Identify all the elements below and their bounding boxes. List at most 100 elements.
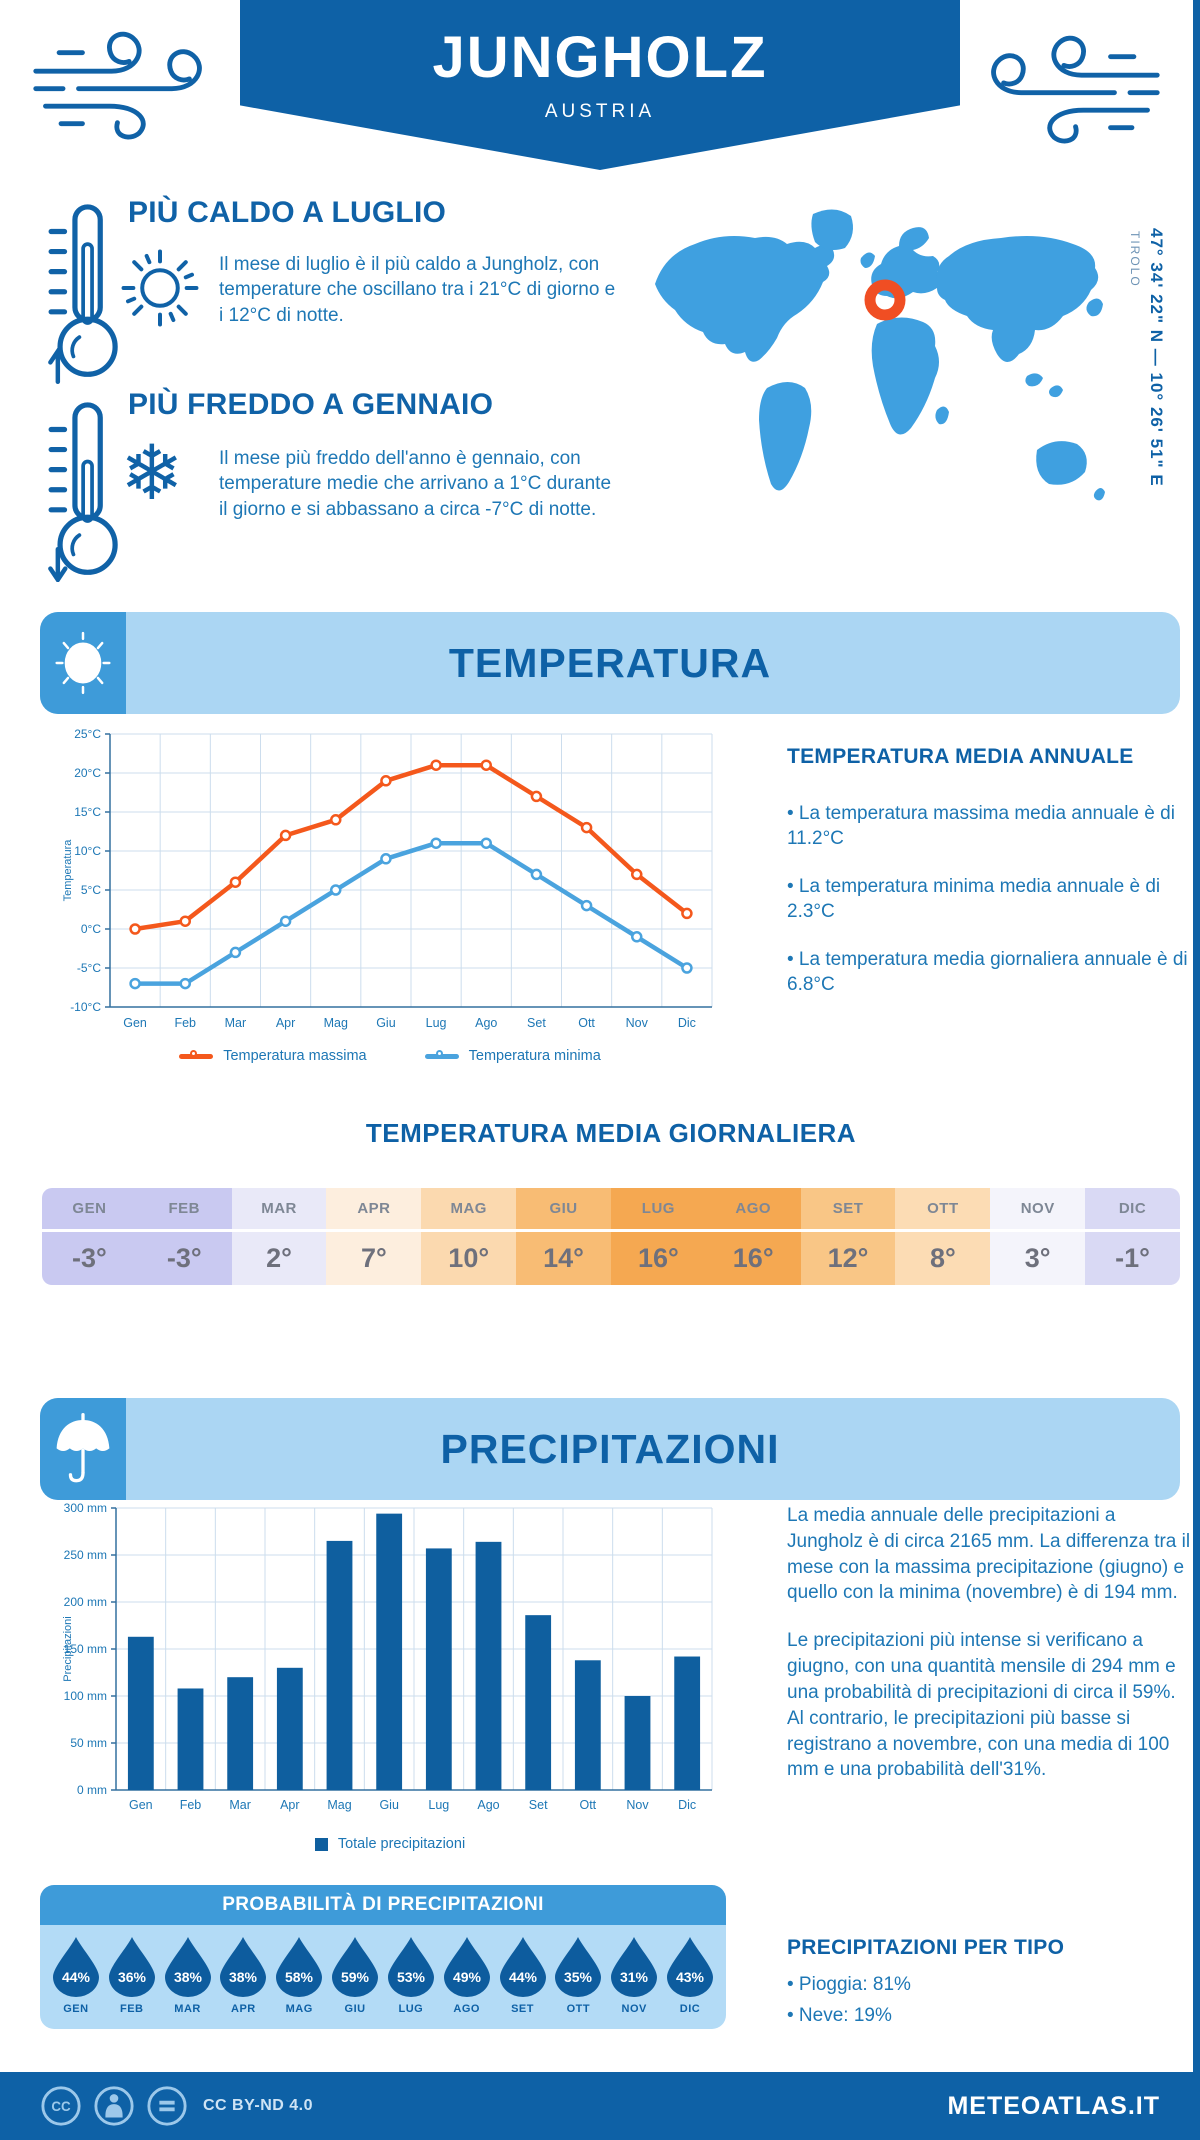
cold-section-text: Il mese più freddo dell'anno è gennaio, …: [219, 448, 612, 520]
raindrop-icon: 44%: [52, 1937, 99, 1997]
svg-text:44%: 44%: [62, 1969, 91, 1985]
table-temperature-value: 12°: [827, 1243, 869, 1273]
probability-month-label: SET: [511, 2003, 534, 2015]
cc-by-icon: [94, 2086, 134, 2126]
raindrop-icon: 59%: [332, 1937, 379, 1997]
svg-text:Set: Set: [529, 1798, 548, 1812]
probability-cell: 44% GEN: [48, 1935, 104, 2015]
precipitation-probability-box: PROBABILITÀ DI PRECIPITAZIONI 44% GEN 36% F…: [40, 1885, 726, 2029]
svg-text:Dic: Dic: [678, 1016, 696, 1030]
precipitation-by-type-block: PRECIPITAZIONI PER TIPO • Pioggia: 81% • …: [787, 1936, 1187, 2036]
svg-text:36%: 36%: [118, 1969, 147, 1985]
table-month-header: FEB: [136, 1188, 232, 1232]
region-label: TIROLO: [1128, 231, 1142, 288]
precipitation-chart-legend: Totale precipitazioni: [60, 1836, 720, 1852]
svg-text:35%: 35%: [564, 1969, 593, 1985]
table-month-column: NOV 3°: [990, 1188, 1086, 1285]
brand-label: METEOATLAS.IT: [947, 2091, 1160, 2120]
wind-icon: [991, 35, 1160, 144]
legend-label: Temperatura minima: [468, 1048, 601, 1064]
table-temperature-value: 8°: [929, 1243, 956, 1273]
svg-text:Mag: Mag: [324, 1016, 348, 1030]
table-month-column: APR 7°: [326, 1188, 422, 1285]
thermometer-up-icon: [48, 204, 118, 384]
svg-text:Mar: Mar: [225, 1016, 247, 1030]
bullet-text: La media annuale delle precipitazioni a …: [787, 1505, 1191, 1604]
svg-text:Lug: Lug: [426, 1016, 447, 1030]
snowflake-icon: ❄: [120, 431, 184, 516]
table-temperature-value: -1°: [1115, 1243, 1150, 1273]
svg-text:300 mm: 300 mm: [64, 1501, 107, 1515]
precipitation-summary: La media annuale delle precipitazioni a …: [787, 1503, 1191, 1805]
table-month-column: FEB -3°: [136, 1188, 232, 1285]
raindrop-icon: 58%: [276, 1937, 323, 1997]
table-temperature-value: -3°: [166, 1243, 202, 1273]
sun-icon: [121, 249, 199, 327]
probability-cell: 31% NOV: [606, 1935, 662, 2015]
svg-text:Precipitazioni: Precipitazioni: [62, 1616, 74, 1681]
warm-section-title: PIÙ CALDO A LUGLIO: [128, 196, 447, 229]
page-title: JUNGHOLZ: [432, 25, 768, 90]
table-temperature-value: 16°: [637, 1243, 679, 1273]
header-banner: JUNGHOLZ AUSTRIA: [240, 0, 960, 170]
raindrop-icon: 43%: [667, 1937, 714, 1997]
coordinates-label: 47° 34' 22" N — 10° 26' 51" E: [1147, 228, 1166, 487]
probability-cell: 59% GIU: [327, 1935, 383, 2015]
svg-text:58%: 58%: [285, 1969, 314, 1985]
table-temperature-value: 10°: [448, 1243, 490, 1273]
svg-text:Nov: Nov: [626, 1016, 649, 1030]
svg-text:44%: 44%: [509, 1969, 538, 1985]
table-month-header: AGO: [705, 1188, 801, 1232]
raindrop-icon: 53%: [387, 1937, 434, 1997]
table-month-header: NOV: [990, 1188, 1086, 1232]
table-temperature-value: 14°: [543, 1243, 584, 1273]
probability-month-label: MAR: [174, 2003, 201, 2015]
precipitation-bar-chart-svg: 0 mm 50 mm 100 mm 150 mm 200 mm 250 mm 300 mm G…: [62, 1501, 713, 1812]
sun-icon: [40, 612, 126, 714]
svg-text:0°C: 0°C: [81, 922, 101, 936]
legend-label: Temperatura massima: [223, 1048, 367, 1064]
raindrop-icon: 49%: [443, 1937, 490, 1997]
svg-text:43%: 43%: [676, 1969, 705, 1985]
raindrop-icon: 31%: [611, 1937, 658, 1997]
table-month-column: MAG 10°: [421, 1188, 517, 1285]
by-type-title: PRECIPITAZIONI PER TIPO: [787, 1936, 1065, 1959]
probability-month-label: MAG: [285, 2003, 313, 2015]
svg-text:Temperatura: Temperatura: [62, 839, 74, 902]
probability-month-label: APR: [231, 2003, 256, 2015]
cc-nd-icon: [147, 2086, 187, 2126]
table-month-header: OTT: [895, 1188, 991, 1232]
svg-text:Nov: Nov: [626, 1798, 649, 1812]
svg-text:53%: 53%: [397, 1969, 426, 1985]
right-edge-border: [1193, 0, 1200, 2140]
svg-text:Set: Set: [527, 1016, 546, 1030]
raindrop-icon: 38%: [164, 1937, 211, 1997]
probability-month-label: FEB: [119, 2003, 144, 2015]
temperature-banner-title: TEMPERATURA: [448, 639, 772, 686]
probability-drops: 44% GEN 36% FEB 38% MAR 38% APR 58% MAG 59% GIU 53% L…: [40, 1925, 726, 2029]
table-month-column: MAR 2°: [231, 1188, 327, 1285]
svg-text:15°C: 15°C: [74, 805, 101, 819]
cold-section-title: PIÙ FREDDO A GENNAIO: [128, 388, 494, 421]
table-month-column: DIC -1°: [1085, 1188, 1180, 1285]
bullet-text: • La temperatura minima media annuale è …: [787, 876, 1161, 923]
svg-text:CC: CC: [51, 2099, 71, 2114]
legend-item: Temperatura minima: [424, 1048, 601, 1064]
table-temperature-value: 16°: [732, 1243, 774, 1273]
raindrop-icon: 44%: [499, 1937, 546, 1997]
svg-text:Ott: Ott: [578, 1016, 595, 1030]
table-temperature-value: -3°: [72, 1243, 107, 1273]
footer: CC CC BY-ND 4.0 METEOATLAS.IT: [0, 2072, 1200, 2140]
cc-license-icons: CC: [40, 2085, 188, 2127]
table-month-column: OTT 8°: [895, 1188, 991, 1285]
svg-text:Ott: Ott: [579, 1798, 596, 1812]
umbrella-icon: [40, 1398, 126, 1500]
svg-text:38%: 38%: [174, 1969, 203, 1985]
table-temperature-value: 2°: [266, 1243, 292, 1273]
svg-text:5°C: 5°C: [81, 883, 101, 897]
world-map: [655, 209, 1105, 501]
legend-item: Totale precipitazioni: [314, 1836, 465, 1852]
svg-text:Apr: Apr: [276, 1016, 295, 1030]
bullet-text: Le precipitazioni più intense si verific…: [787, 1630, 1176, 1781]
